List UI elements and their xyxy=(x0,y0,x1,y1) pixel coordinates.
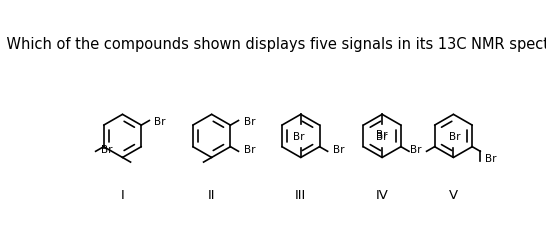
Text: Br: Br xyxy=(101,145,112,155)
Text: V: V xyxy=(449,189,458,202)
Text: Br: Br xyxy=(244,117,255,127)
Text: Br: Br xyxy=(333,145,344,155)
Text: 15.  Which of the compounds shown displays five signals in its 13C NMR spectrum?: 15. Which of the compounds shown display… xyxy=(0,37,546,52)
Text: III: III xyxy=(295,189,306,202)
Text: Br: Br xyxy=(155,117,166,127)
Text: Br: Br xyxy=(293,132,305,142)
Text: I: I xyxy=(121,189,124,202)
Text: II: II xyxy=(208,189,215,202)
Text: Br: Br xyxy=(410,145,422,155)
Text: Br: Br xyxy=(244,145,255,155)
Text: Br: Br xyxy=(376,130,388,140)
Text: IV: IV xyxy=(376,189,389,202)
Text: Br: Br xyxy=(376,132,388,142)
Text: Br: Br xyxy=(485,154,497,164)
Text: Br: Br xyxy=(449,132,461,142)
